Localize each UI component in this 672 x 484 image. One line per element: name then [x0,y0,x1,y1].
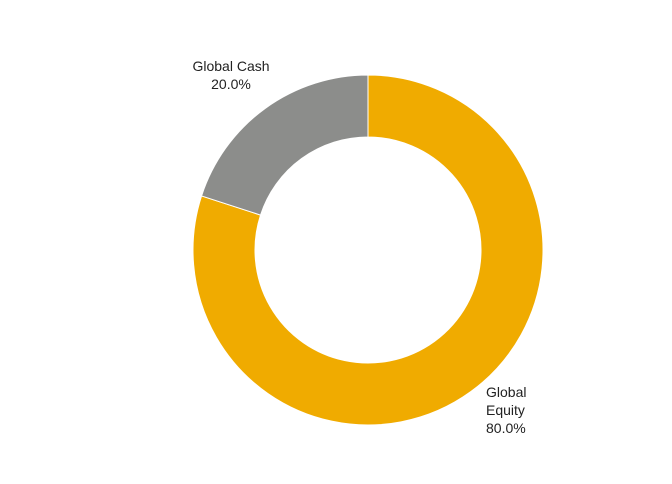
slice-value: 20.0% [211,76,251,92]
slice-category: Global Equity [486,384,527,418]
donut-slice [192,74,544,426]
slice-value: 80.0% [486,420,526,436]
donut-slice [200,74,369,216]
slice-category: Global Cash [192,58,270,74]
slice-label: Global Cash 20.0% [171,57,291,93]
slice-label: Global Equity 80.0% [486,383,546,437]
